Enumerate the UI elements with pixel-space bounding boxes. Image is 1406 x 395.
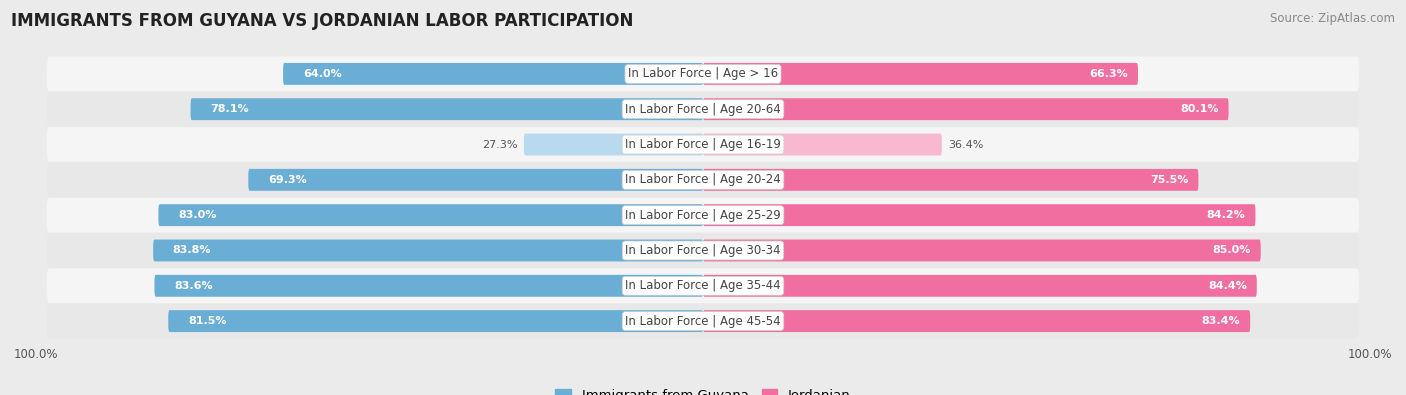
Text: 36.4%: 36.4%: [949, 139, 984, 150]
FancyBboxPatch shape: [46, 92, 1360, 126]
Text: 84.4%: 84.4%: [1208, 281, 1247, 291]
Text: 84.2%: 84.2%: [1206, 210, 1246, 220]
Text: In Labor Force | Age 30-34: In Labor Force | Age 30-34: [626, 244, 780, 257]
Text: 83.4%: 83.4%: [1202, 316, 1240, 326]
FancyBboxPatch shape: [46, 198, 1360, 233]
FancyBboxPatch shape: [249, 169, 703, 191]
Text: 81.5%: 81.5%: [188, 316, 226, 326]
FancyBboxPatch shape: [703, 204, 1256, 226]
FancyBboxPatch shape: [703, 134, 942, 156]
Legend: Immigrants from Guyana, Jordanian: Immigrants from Guyana, Jordanian: [550, 384, 856, 395]
FancyBboxPatch shape: [159, 204, 703, 226]
FancyBboxPatch shape: [703, 169, 1198, 191]
Text: 80.1%: 80.1%: [1180, 104, 1219, 114]
FancyBboxPatch shape: [46, 304, 1360, 339]
FancyBboxPatch shape: [46, 162, 1360, 197]
FancyBboxPatch shape: [155, 275, 703, 297]
Text: 85.0%: 85.0%: [1212, 245, 1251, 256]
FancyBboxPatch shape: [46, 127, 1360, 162]
Text: 27.3%: 27.3%: [482, 139, 517, 150]
FancyBboxPatch shape: [703, 239, 1261, 261]
Text: In Labor Force | Age 45-54: In Labor Force | Age 45-54: [626, 314, 780, 327]
FancyBboxPatch shape: [46, 269, 1360, 303]
Text: 100.0%: 100.0%: [14, 348, 59, 361]
Text: In Labor Force | Age 35-44: In Labor Force | Age 35-44: [626, 279, 780, 292]
FancyBboxPatch shape: [46, 56, 1360, 91]
Text: In Labor Force | Age > 16: In Labor Force | Age > 16: [628, 68, 778, 81]
FancyBboxPatch shape: [153, 239, 703, 261]
Text: 83.6%: 83.6%: [174, 281, 212, 291]
FancyBboxPatch shape: [703, 275, 1257, 297]
FancyBboxPatch shape: [283, 63, 703, 85]
Text: 100.0%: 100.0%: [1347, 348, 1392, 361]
Text: 66.3%: 66.3%: [1090, 69, 1128, 79]
FancyBboxPatch shape: [46, 233, 1360, 268]
Text: Source: ZipAtlas.com: Source: ZipAtlas.com: [1270, 12, 1395, 25]
Text: In Labor Force | Age 25-29: In Labor Force | Age 25-29: [626, 209, 780, 222]
Text: In Labor Force | Age 20-24: In Labor Force | Age 20-24: [626, 173, 780, 186]
FancyBboxPatch shape: [169, 310, 703, 332]
Text: 83.0%: 83.0%: [179, 210, 217, 220]
FancyBboxPatch shape: [703, 98, 1229, 120]
Text: In Labor Force | Age 20-64: In Labor Force | Age 20-64: [626, 103, 780, 116]
Text: IMMIGRANTS FROM GUYANA VS JORDANIAN LABOR PARTICIPATION: IMMIGRANTS FROM GUYANA VS JORDANIAN LABO…: [11, 12, 634, 30]
Text: 75.5%: 75.5%: [1150, 175, 1188, 185]
Text: 83.8%: 83.8%: [173, 245, 211, 256]
Text: 64.0%: 64.0%: [302, 69, 342, 79]
FancyBboxPatch shape: [524, 134, 703, 156]
Text: 69.3%: 69.3%: [269, 175, 307, 185]
FancyBboxPatch shape: [703, 310, 1250, 332]
Text: In Labor Force | Age 16-19: In Labor Force | Age 16-19: [626, 138, 780, 151]
FancyBboxPatch shape: [191, 98, 703, 120]
Text: 78.1%: 78.1%: [211, 104, 249, 114]
FancyBboxPatch shape: [703, 63, 1137, 85]
